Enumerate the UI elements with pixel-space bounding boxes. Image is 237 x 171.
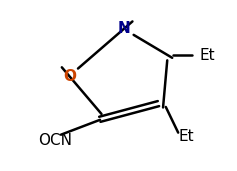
Text: OCN: OCN (38, 134, 72, 148)
Text: Et: Et (178, 129, 194, 144)
Text: Et: Et (199, 48, 215, 63)
Text: N: N (117, 22, 130, 36)
Text: O: O (63, 69, 76, 84)
